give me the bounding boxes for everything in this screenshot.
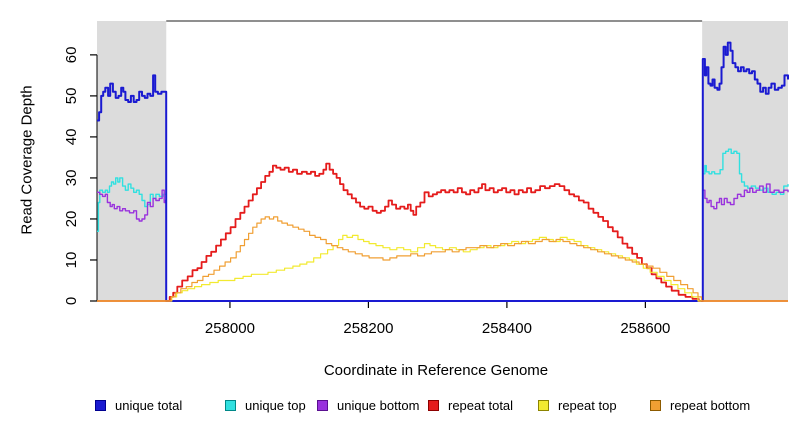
legend-label: repeat top	[558, 397, 617, 413]
y-tick-label: 30	[63, 170, 80, 187]
x-tick-label: 258600	[620, 320, 670, 337]
legend-swatch-icon	[538, 399, 549, 411]
series-line-unique-bottom	[97, 183, 789, 302]
legend-item-repeat-total: repeat total	[428, 397, 513, 413]
legend-label: repeat total	[448, 397, 514, 413]
series-line-repeat-total	[97, 162, 788, 302]
x-tick-label: 258200	[343, 320, 393, 337]
x-tick-label: 258400	[482, 320, 532, 337]
legend-item-unique-bottom: unique bottom	[317, 397, 419, 413]
series-line-unique-top	[97, 148, 789, 302]
y-tick-label: 0	[63, 297, 80, 305]
legend-item-repeat-top: repeat top	[538, 397, 617, 413]
shaded-region-right-flank	[702, 21, 788, 301]
legend-item-unique-top: unique top	[225, 397, 306, 413]
legend-swatch-icon	[317, 399, 328, 411]
series-line-unique-total	[97, 41, 789, 302]
legend-label: unique bottom	[337, 397, 420, 413]
y-tick-label: 10	[63, 252, 80, 269]
y-tick-label: 20	[63, 211, 80, 228]
y-tick-label: 60	[63, 47, 80, 64]
legend-swatch-icon	[225, 399, 236, 411]
legend-label: repeat bottom	[670, 397, 751, 413]
legend-label: unique top	[245, 397, 306, 413]
y-tick-label: 40	[63, 129, 80, 146]
plot-legend: unique total unique top unique bottom repea…	[0, 397, 792, 415]
x-tick-label: 258000	[205, 320, 255, 337]
y-tick-label: 50	[63, 88, 80, 105]
legend-swatch-icon	[95, 399, 106, 411]
series-line-repeat-top	[97, 234, 788, 302]
legend-item-unique-total: unique total	[95, 397, 182, 413]
legend-swatch-icon	[650, 399, 661, 411]
legend-label: unique total	[115, 397, 183, 413]
legend-item-repeat-bottom: repeat bottom	[650, 397, 750, 413]
legend-swatch-icon	[428, 399, 439, 411]
y-axis-title: Read Coverage Depth	[18, 85, 36, 235]
series-line-repeat-bottom	[97, 216, 788, 302]
shaded-region-left-flank	[97, 21, 167, 301]
x-axis-title: Coordinate in Reference Genome	[323, 362, 549, 379]
